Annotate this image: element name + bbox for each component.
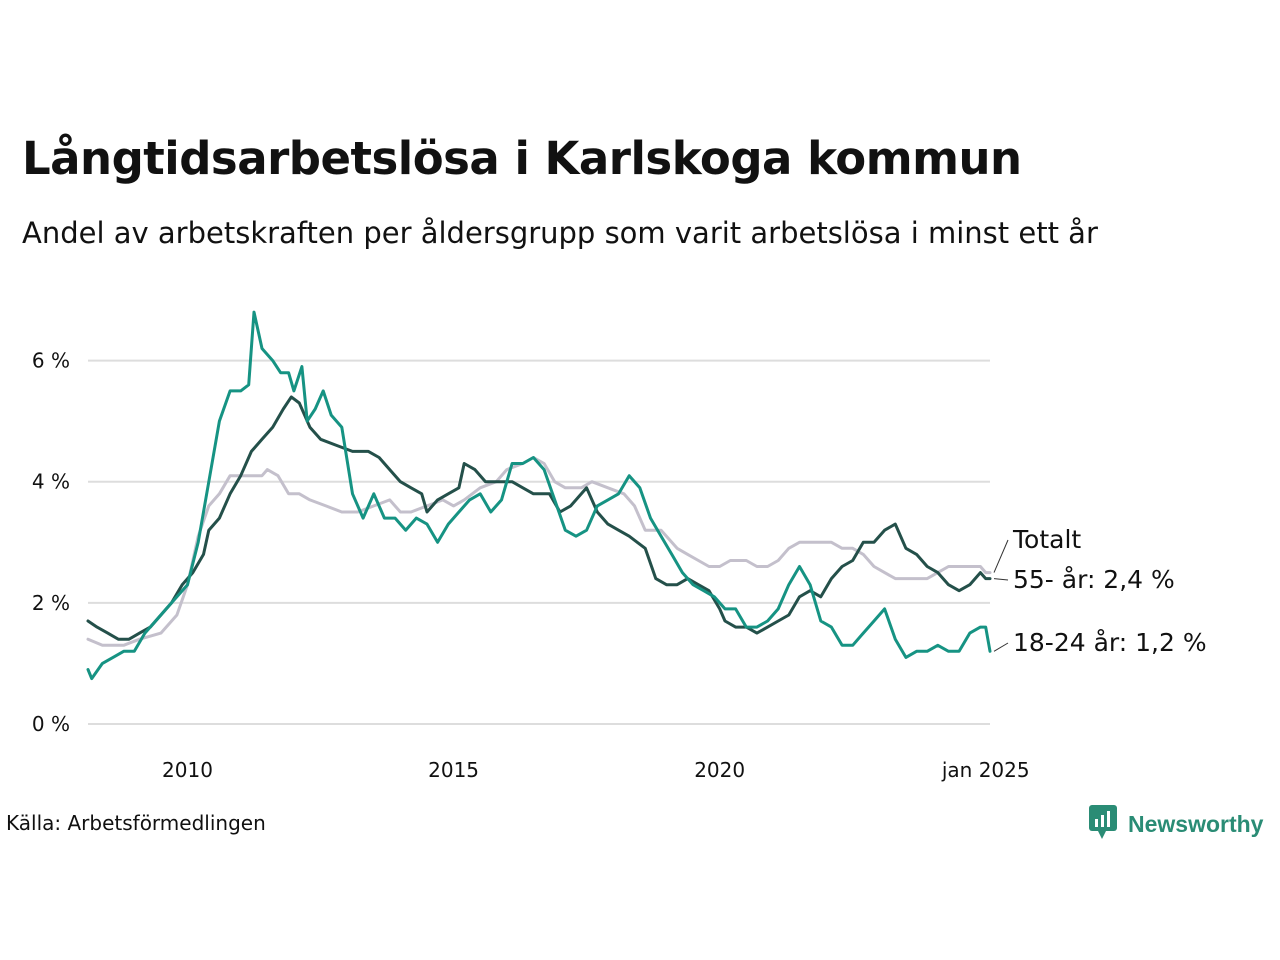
series-line-totalt xyxy=(86,456,992,647)
x-tick-label: 2015 xyxy=(428,758,479,782)
x-tick-label: 2020 xyxy=(694,758,745,782)
newsworthy-logo-icon xyxy=(1088,804,1118,844)
x-axis-ticks: 2010 2015 2020 jan 2025 xyxy=(162,758,1030,782)
y-tick-label: 6 % xyxy=(32,349,70,373)
brand-logo[interactable]: Newsworthy xyxy=(1088,804,1263,844)
y-tick-label: 0 % xyxy=(32,712,70,736)
y-axis-ticks: 0 % 2 % 4 % 6 % xyxy=(32,349,70,736)
series-label-age55: 55- år: 2,4 % xyxy=(1013,565,1175,594)
chart-title: Långtidsarbetslösa i Karlskoga kommun xyxy=(22,132,1022,185)
label-leader-age18_24 xyxy=(993,642,1009,652)
series-line-age55 xyxy=(86,395,992,641)
x-tick-label: jan 2025 xyxy=(941,758,1030,782)
series-label-totalt: Totalt xyxy=(1012,525,1081,554)
series-labels: Totalt 55- år: 2,4 % 18-24 år: 1,2 % xyxy=(993,525,1207,657)
series-label-age18_24: 18-24 år: 1,2 % xyxy=(1013,628,1207,657)
source-note: Källa: Arbetsförmedlingen xyxy=(6,811,266,835)
chart-subtitle: Andel av arbetskraften per åldersgrupp s… xyxy=(22,216,1098,250)
y-tick-label: 4 % xyxy=(32,470,70,494)
y-tick-label: 2 % xyxy=(32,591,70,615)
gridlines xyxy=(88,359,990,725)
x-tick-label: 2010 xyxy=(162,758,213,782)
series-line-age18_24 xyxy=(86,310,992,681)
brand-name: Newsworthy xyxy=(1128,810,1264,837)
series-lines xyxy=(86,310,992,681)
label-leader-totalt xyxy=(993,539,1009,573)
label-leader-age55 xyxy=(993,578,1009,581)
